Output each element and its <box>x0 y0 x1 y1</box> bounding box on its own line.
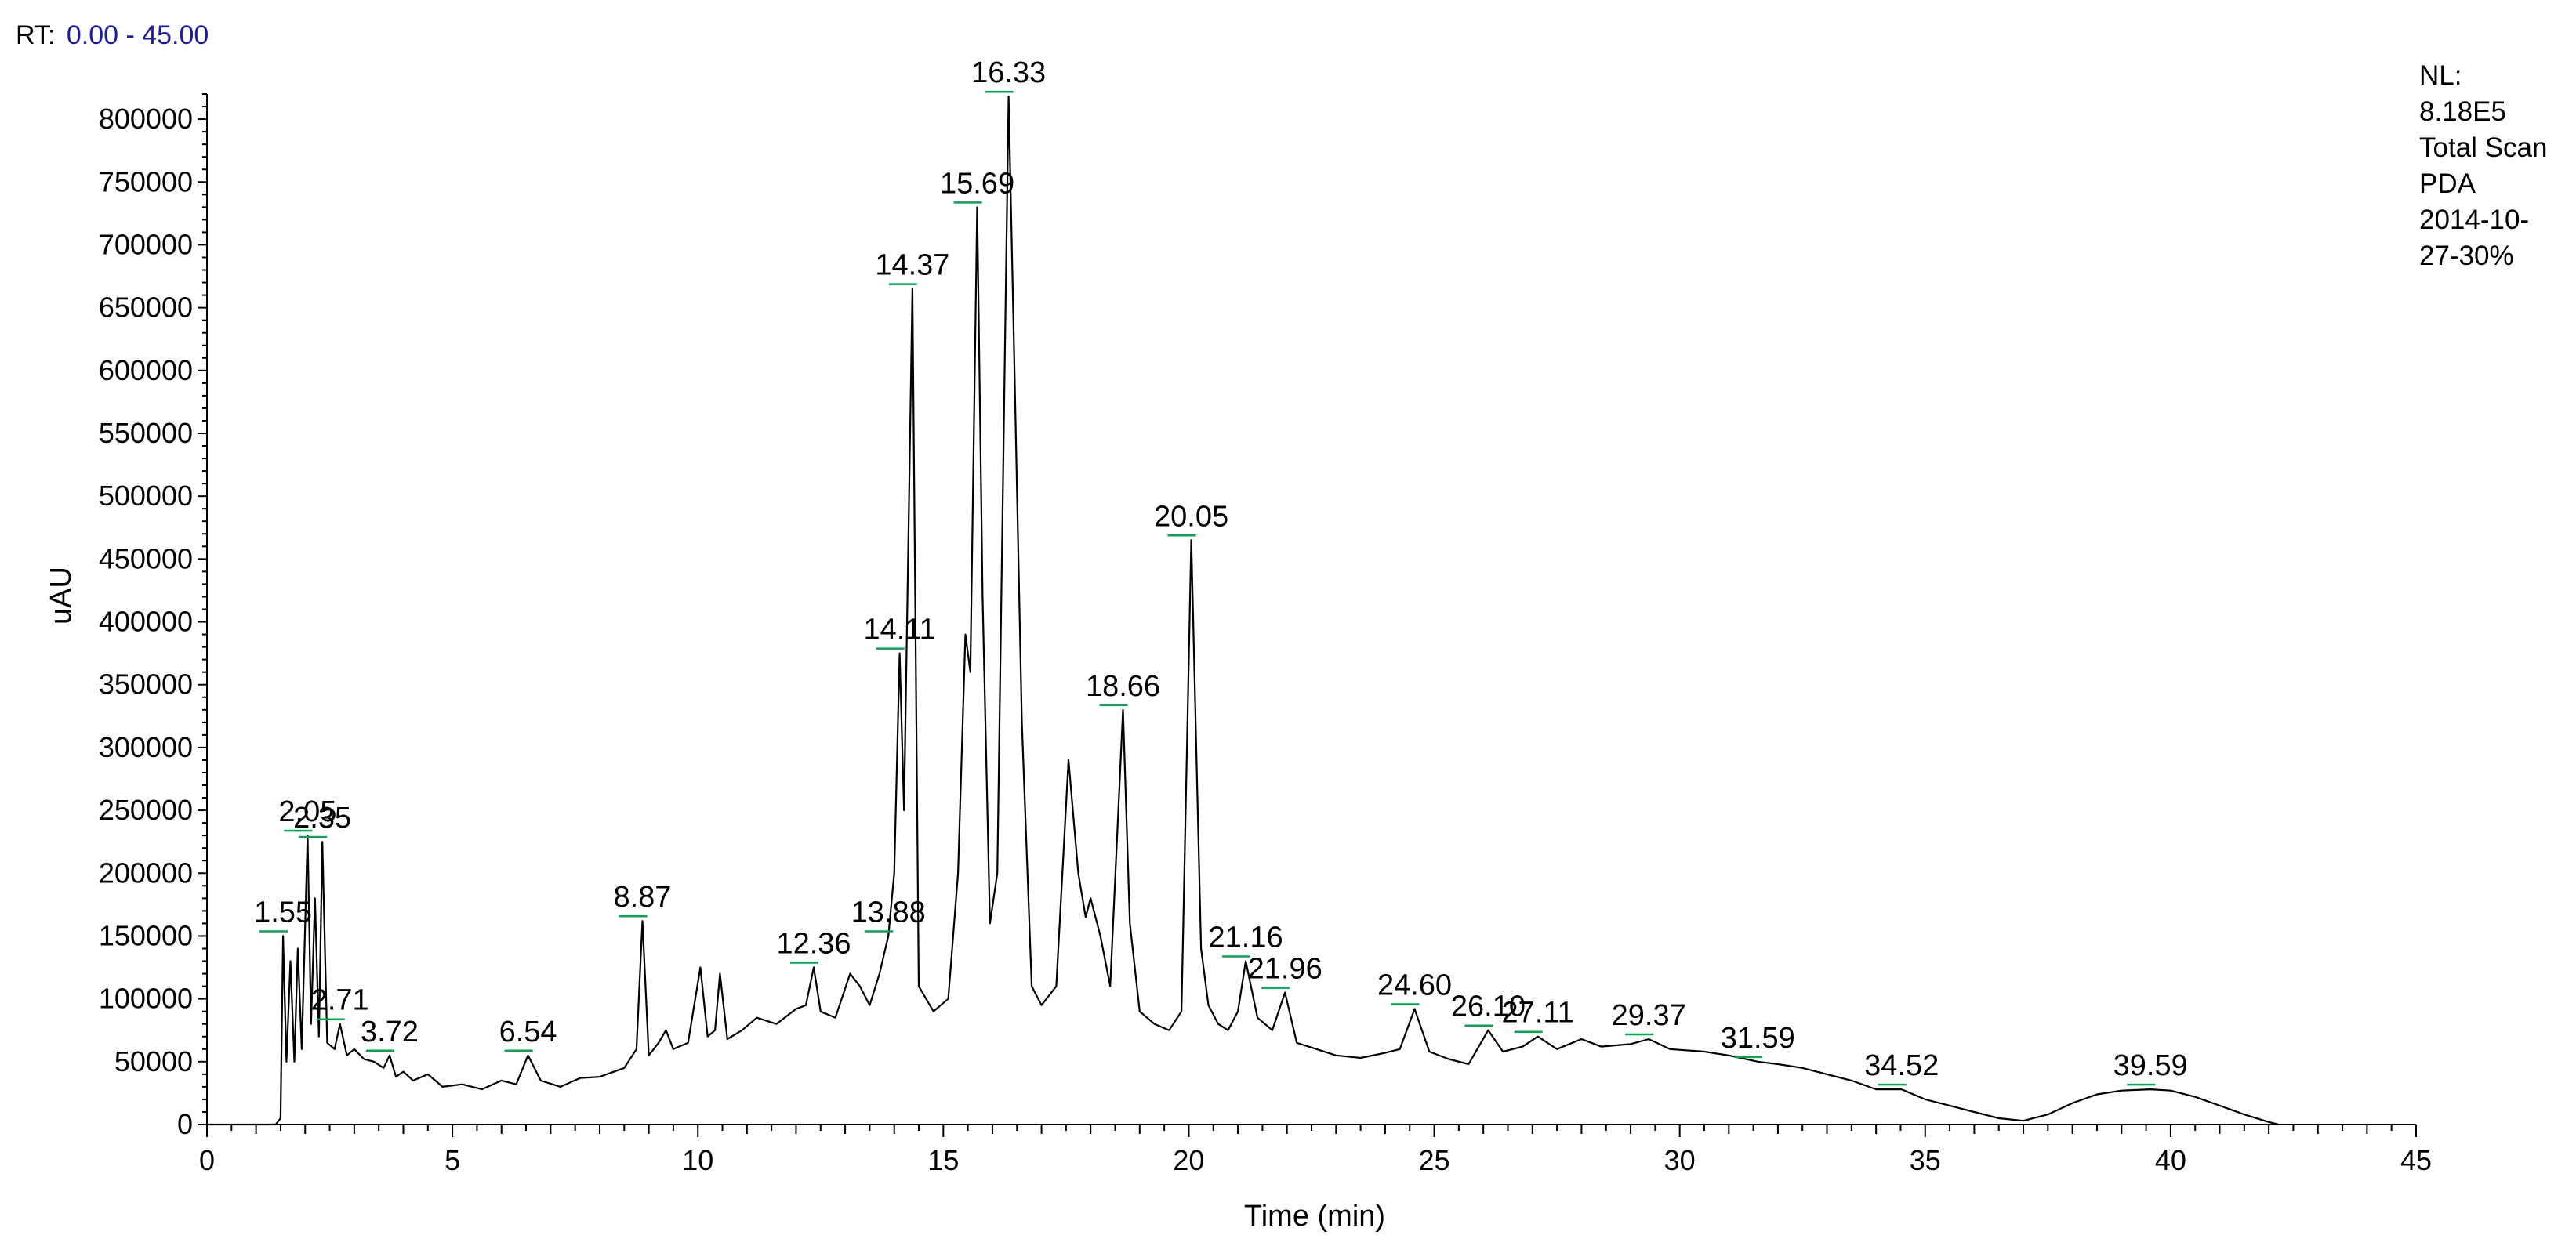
peak-label: 3.72 <box>361 1016 419 1048</box>
y-tick-label: 350000 <box>99 668 193 701</box>
info-panel: NL: 8.18E5 Total Scan PDA 2014-10- 27-30% <box>2419 60 2547 271</box>
peak-label: 39.59 <box>2113 1049 2188 1082</box>
peak-label: 24.60 <box>1377 969 1452 1001</box>
peak-label: 13.88 <box>851 896 926 929</box>
info-line: 2014-10- <box>2419 205 2529 235</box>
peak-label: 16.33 <box>971 56 1046 89</box>
info-line: 27-30% <box>2419 241 2514 271</box>
y-axis: 0 50000 100000 150000 200000 250000 300000 3500… <box>99 93 208 1140</box>
y-tick-label: 200000 <box>99 857 193 889</box>
y-tick-label: 750000 <box>99 165 193 197</box>
y-tick-label: 400000 <box>99 606 193 638</box>
x-tick-label: 45 <box>2400 1144 2432 1176</box>
x-tick-label: 40 <box>2155 1144 2186 1176</box>
x-tick-label: 10 <box>682 1144 713 1176</box>
plot-area <box>207 96 2279 1126</box>
y-tick-label: 550000 <box>99 417 193 449</box>
y-tick-label: 450000 <box>99 542 193 574</box>
peak-label: 8.87 <box>613 881 671 914</box>
y-tick-label: 300000 <box>99 731 193 763</box>
y-tick-label: 250000 <box>99 794 193 826</box>
peak-label: 2.35 <box>293 802 351 835</box>
peak-label: 27.11 <box>1502 997 1574 1030</box>
y-tick-label: 700000 <box>99 228 193 260</box>
peak-label: 12.36 <box>776 928 851 961</box>
peak-label: 1.55 <box>254 896 312 929</box>
peak-label: 34.52 <box>1864 1049 1939 1082</box>
peak-label: 20.05 <box>1154 500 1228 533</box>
x-tick-label: 30 <box>1664 1144 1696 1176</box>
peak-label: 29.37 <box>1612 999 1686 1032</box>
peak-label: 2.05 <box>278 795 336 828</box>
rt-range-readout: RT: 0.00 - 45.00 <box>16 20 209 50</box>
peak-label: 18.66 <box>1086 670 1160 703</box>
peak-label: 31.59 <box>1721 1022 1795 1055</box>
peak-label: 14.11 <box>863 614 935 646</box>
peak-label: 21.16 <box>1209 922 1283 954</box>
y-tick-label: 100000 <box>99 983 193 1015</box>
y-tick-label: 500000 <box>99 480 193 512</box>
x-tick-label: 15 <box>927 1144 959 1176</box>
x-tick-label: 0 <box>199 1144 215 1176</box>
peak-label: 21.96 <box>1248 953 1322 986</box>
x-axis: 0 5 10 15 20 25 30 35 40 45 <box>199 1124 2432 1176</box>
info-line: 8.18E5 <box>2419 96 2506 127</box>
info-line: Total Scan <box>2419 132 2547 163</box>
x-axis-title: Time (min) <box>1244 1200 1385 1233</box>
y-tick-label: 0 <box>177 1108 193 1140</box>
x-tick-label: 5 <box>444 1144 460 1176</box>
x-tick-label: 25 <box>1419 1144 1450 1176</box>
y-tick-label: 150000 <box>99 919 193 951</box>
y-axis-title: uAU <box>45 567 78 625</box>
x-tick-label: 35 <box>1910 1144 1941 1176</box>
y-tick-label: 650000 <box>99 292 193 324</box>
x-tick-label: 20 <box>1173 1144 1204 1176</box>
peak-label: 26.10 <box>1451 991 1526 1023</box>
info-line: PDA <box>2419 168 2476 199</box>
peak-label: 2.71 <box>311 984 369 1017</box>
peak-label: 6.54 <box>499 1016 557 1048</box>
peak-label: 14.37 <box>875 249 949 282</box>
info-line: NL: <box>2419 60 2462 91</box>
y-tick-label: 600000 <box>99 354 193 386</box>
peak-label: 15.69 <box>940 167 1014 200</box>
rt-prefix: RT: <box>16 20 55 50</box>
chromatogram-trace <box>207 96 2279 1126</box>
rt-range-value: 0.00 - 45.00 <box>67 20 209 50</box>
y-tick-label: 50000 <box>114 1045 193 1077</box>
y-tick-label: 800000 <box>99 103 193 135</box>
